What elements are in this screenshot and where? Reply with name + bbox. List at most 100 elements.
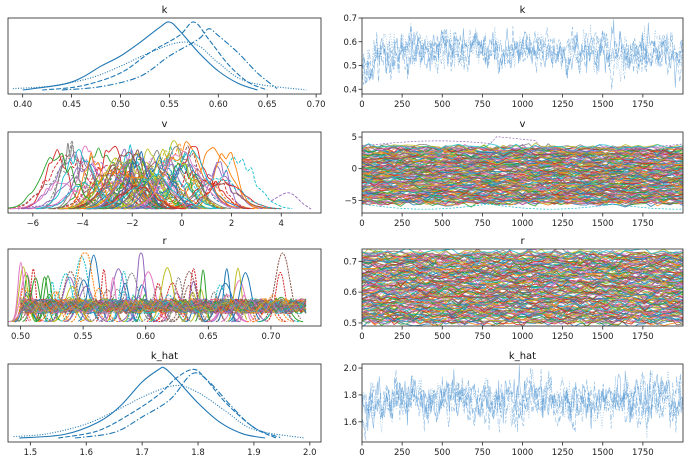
trace-line-variable xyxy=(362,313,683,324)
density-line-chain-4 xyxy=(13,384,305,439)
panel-title: k xyxy=(162,5,168,16)
axes-frame xyxy=(7,363,322,443)
x-tick-label: 1500 xyxy=(592,100,614,110)
density-line-variable xyxy=(205,296,226,323)
plot-area xyxy=(8,252,307,323)
density-line-variable xyxy=(51,285,93,323)
x-tick-label: 1250 xyxy=(552,100,574,110)
x-tick-label: 1250 xyxy=(552,219,574,229)
x-tick-label: 750 xyxy=(474,332,490,342)
x-tick-label: 0.70 xyxy=(261,332,280,342)
density-line-variable xyxy=(123,141,243,210)
trace-line-variable xyxy=(362,172,683,183)
y-tick-label: −5 xyxy=(344,196,357,206)
plot-area xyxy=(8,140,312,210)
x-tick-label: −2 xyxy=(126,219,139,229)
density-line-variable xyxy=(168,178,282,210)
x-tick-label: 500 xyxy=(434,100,450,110)
y-tick-label: 2.0 xyxy=(343,364,357,374)
x-tick-label: 1000 xyxy=(512,332,534,342)
density-line-variable xyxy=(152,177,282,210)
k-hat-density-plot: k_hat 1.5 1.6 1.7 1.8 1.9 2.0 xyxy=(7,351,322,458)
panel-title: r xyxy=(520,236,525,247)
density-line-variable xyxy=(152,282,189,323)
density-line-variable xyxy=(18,274,36,322)
y-tick-label: 0.7 xyxy=(343,257,357,267)
x-tick-label: 0 xyxy=(359,100,364,110)
density-line-variable xyxy=(140,286,175,323)
density-line-variable xyxy=(252,294,294,323)
density-line-variable xyxy=(62,252,104,322)
x-tick-label: 0.65 xyxy=(199,332,218,342)
trace-line-variable xyxy=(362,146,683,156)
density-line-chain-1 xyxy=(19,366,266,439)
x-tick-label: 0 xyxy=(359,332,364,342)
x-tick-label: 500 xyxy=(434,332,450,342)
density-line-variable xyxy=(11,261,30,322)
density-line-variable xyxy=(235,294,252,323)
x-tick-label: 0 xyxy=(179,219,184,229)
x-tick-label: 1500 xyxy=(592,219,614,229)
density-line-variable xyxy=(135,294,154,323)
y-tick-label: 0.6 xyxy=(343,288,357,298)
trace-line-variable xyxy=(362,142,683,153)
y-tick-label: 1.8 xyxy=(343,391,357,401)
trace-line-chain-2 xyxy=(362,369,683,441)
density-line-variable xyxy=(206,294,249,323)
density-line-chain-2 xyxy=(58,368,277,439)
axes-frame xyxy=(7,131,322,214)
x-tick-label: 1750 xyxy=(632,332,654,342)
density-line-variable xyxy=(111,282,139,323)
density-line-variable xyxy=(37,140,105,210)
x-tick-label: 250 xyxy=(394,332,410,342)
trace-line-variable xyxy=(362,308,683,319)
density-tail-right xyxy=(271,192,312,210)
x-tick-label: 1500 xyxy=(592,448,614,458)
x-tick-label: 0.45 xyxy=(62,100,81,110)
trace-line-variable xyxy=(362,147,683,158)
density-line-variable xyxy=(8,152,110,209)
x-tick-label: 4 xyxy=(279,219,284,229)
density-line-variable xyxy=(207,299,248,323)
density-line-variable xyxy=(179,156,293,210)
density-line-variable xyxy=(57,182,149,210)
density-line-variable xyxy=(89,289,123,323)
density-line-variable xyxy=(149,294,189,323)
x-tick-label: 250 xyxy=(394,219,410,229)
density-line-variable xyxy=(134,162,241,210)
density-line-variable xyxy=(78,174,187,210)
density-line-variable xyxy=(111,270,137,322)
density-line-variable xyxy=(64,152,120,210)
axes-frame xyxy=(7,17,322,95)
density-line-variable xyxy=(194,269,212,322)
axes-frame xyxy=(7,248,322,327)
density-line-variable xyxy=(74,168,205,210)
density-tail-left xyxy=(17,204,58,210)
density-line-variable xyxy=(260,252,302,322)
trace-line-variable xyxy=(362,185,683,194)
density-noise-variable xyxy=(20,299,307,315)
k-hat-trace-plot: k_hat 0 250 500 750 1000 1250 1500 1750 1.6 1.8 2.0 xyxy=(343,351,684,458)
x-tick-label: 1750 xyxy=(632,219,654,229)
density-line-variable xyxy=(123,295,144,323)
plot-area xyxy=(12,21,307,91)
x-tick-label: −4 xyxy=(76,219,89,229)
density-line-variable xyxy=(201,291,227,323)
x-tick-label: 0.60 xyxy=(209,100,228,110)
trace-line-chain-3 xyxy=(362,368,683,433)
trace-line-variable xyxy=(362,301,683,314)
density-line-variable xyxy=(37,291,71,323)
density-line-variable xyxy=(152,298,189,323)
x-tick-label: −6 xyxy=(27,219,40,229)
plot-area xyxy=(362,365,683,441)
density-line-variable xyxy=(104,276,122,322)
trace-line-variable xyxy=(362,249,683,259)
trace-line-variable xyxy=(362,143,683,154)
density-line-chain-3 xyxy=(61,28,278,91)
r-density-plot: r 0.50 0.55 0.60 0.65 0.70 xyxy=(7,236,322,342)
panel-title: k xyxy=(520,5,526,16)
density-line-variable xyxy=(146,282,169,323)
density-line-chain-3 xyxy=(75,372,283,439)
x-tick-label: 0.55 xyxy=(160,100,179,110)
x-tick-label: 1750 xyxy=(632,100,654,110)
